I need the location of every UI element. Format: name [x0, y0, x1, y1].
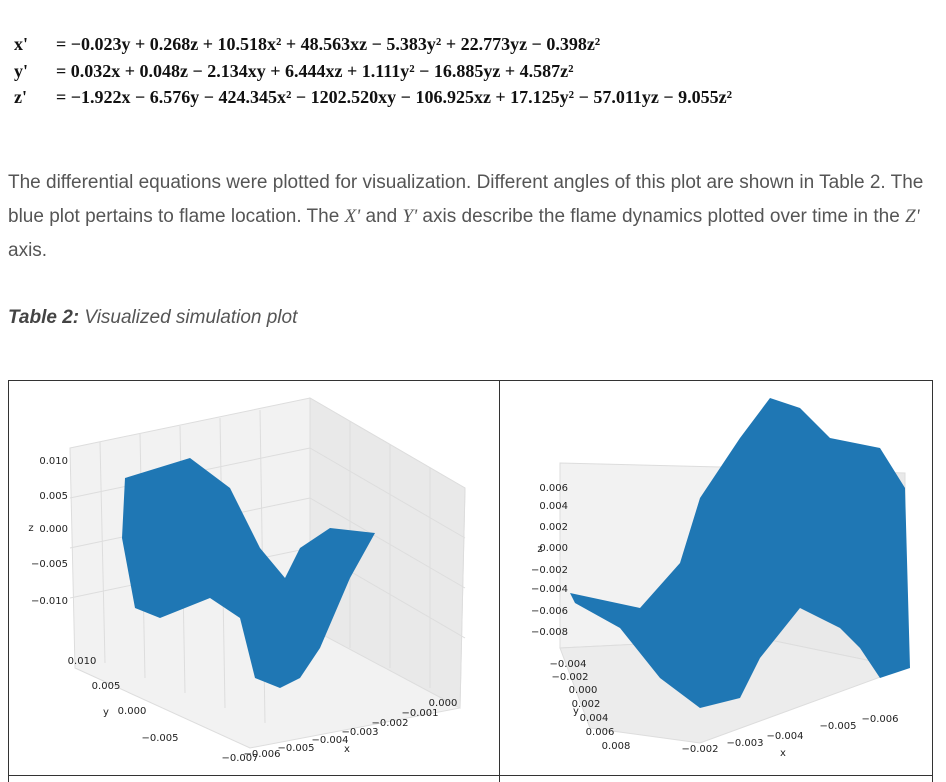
z-axis-label: z — [537, 544, 542, 555]
x-axis-label: x — [780, 748, 786, 759]
eq-rhs: = 0.032x + 0.048z − 2.134xy + 6.444xz + … — [56, 61, 574, 81]
y-axis-label: y — [573, 706, 579, 717]
x-tick-label: −0.006 — [861, 714, 898, 725]
y-tick-label: 0.000 — [569, 685, 598, 696]
y-tick-label: 0.008 — [602, 741, 631, 752]
z-tick-label: 0.000 — [539, 543, 568, 554]
paragraph: The differential equations were plotted … — [8, 166, 933, 268]
x-tick-label: −0.003 — [341, 727, 378, 738]
z-tick-label: −0.005 — [31, 559, 68, 570]
y-tick-label: 0.005 — [92, 681, 121, 692]
x-tick-label: −0.002 — [681, 744, 718, 755]
x-tick-label: −0.006 — [243, 749, 280, 760]
z-tick-label: 0.004 — [539, 501, 568, 512]
x-tick-label: −0.004 — [311, 735, 348, 746]
y-tick-label: 0.004 — [580, 713, 609, 724]
x-tick-label: −0.003 — [726, 738, 763, 749]
z-tick-label: −0.002 — [531, 565, 568, 576]
math: X' — [344, 206, 361, 227]
y-tick-label: 0.000 — [118, 706, 147, 717]
caption-text: Visualized simulation plot — [84, 307, 298, 328]
z-tick-label: 0.010 — [39, 456, 68, 467]
eq-rhs: = −1.922x − 6.576y − 424.345x² − 1202.52… — [56, 87, 732, 107]
z-tick-label: 0.000 — [39, 524, 68, 535]
y-tick-label: −0.002 — [551, 672, 588, 683]
y-tick-label: 0.010 — [68, 656, 97, 667]
z-tick-label: −0.010 — [31, 596, 68, 607]
x-tick-label: −0.007 — [221, 753, 258, 764]
y-axis-label: y — [103, 707, 109, 718]
x-tick-label: 0.000 — [429, 698, 458, 709]
z-tick-label: 0.005 — [39, 491, 68, 502]
text: The differential equations were plotted … — [8, 172, 924, 227]
eq-lhs: z' — [14, 87, 27, 107]
x-tick-label: −0.005 — [819, 721, 856, 732]
y-tick-label: 0.002 — [572, 699, 601, 710]
equation: x' = −0.023y + 0.268z + 10.518x² + 48.563… — [14, 34, 600, 55]
table: 0.010 0.005 0.000 −0.005 −0.010 0.010 0.005 0.0… — [8, 380, 933, 782]
caption-label: Table 2: — [8, 307, 80, 328]
text: axis describe the flame dynamics plotted… — [417, 206, 906, 227]
z-tick-label: 0.002 — [539, 522, 568, 533]
x-tick-label: −0.004 — [766, 731, 803, 742]
x-axis-label: x — [344, 744, 350, 755]
text: axis. — [8, 240, 48, 261]
y-tick-label: −0.005 — [141, 733, 178, 744]
x-tick-label: −0.005 — [277, 743, 314, 754]
z-tick-label: 0.006 — [539, 483, 568, 494]
eq-lhs: y' — [14, 61, 29, 81]
eq-lhs: x' — [14, 34, 29, 54]
y-tick-label: −0.004 — [549, 659, 586, 670]
table-border — [8, 380, 933, 782]
caption: Table 2: Visualized simulation plot — [8, 307, 297, 329]
x-tick-label: −0.001 — [401, 708, 438, 719]
z-tick-label: −0.008 — [531, 627, 568, 638]
z-axis-label: z — [28, 523, 33, 534]
equation: y' = 0.032x + 0.048z − 2.134xy + 6.444xz … — [14, 61, 574, 82]
plot-2-trajectory — [570, 398, 910, 708]
x-tick-label: −0.002 — [371, 718, 408, 729]
text: and — [360, 206, 403, 227]
math: Z' — [905, 206, 920, 227]
equation: z' = −1.922x − 6.576y − 424.345x² − 1202.… — [14, 87, 732, 108]
eq-rhs: = −0.023y + 0.268z + 10.518x² + 48.563xz… — [56, 34, 601, 54]
y-tick-label: 0.006 — [586, 727, 615, 738]
z-tick-label: −0.006 — [531, 606, 568, 617]
math: Y' — [402, 206, 418, 227]
plot-1-trajectory — [122, 458, 375, 688]
z-tick-label: −0.004 — [531, 584, 568, 595]
